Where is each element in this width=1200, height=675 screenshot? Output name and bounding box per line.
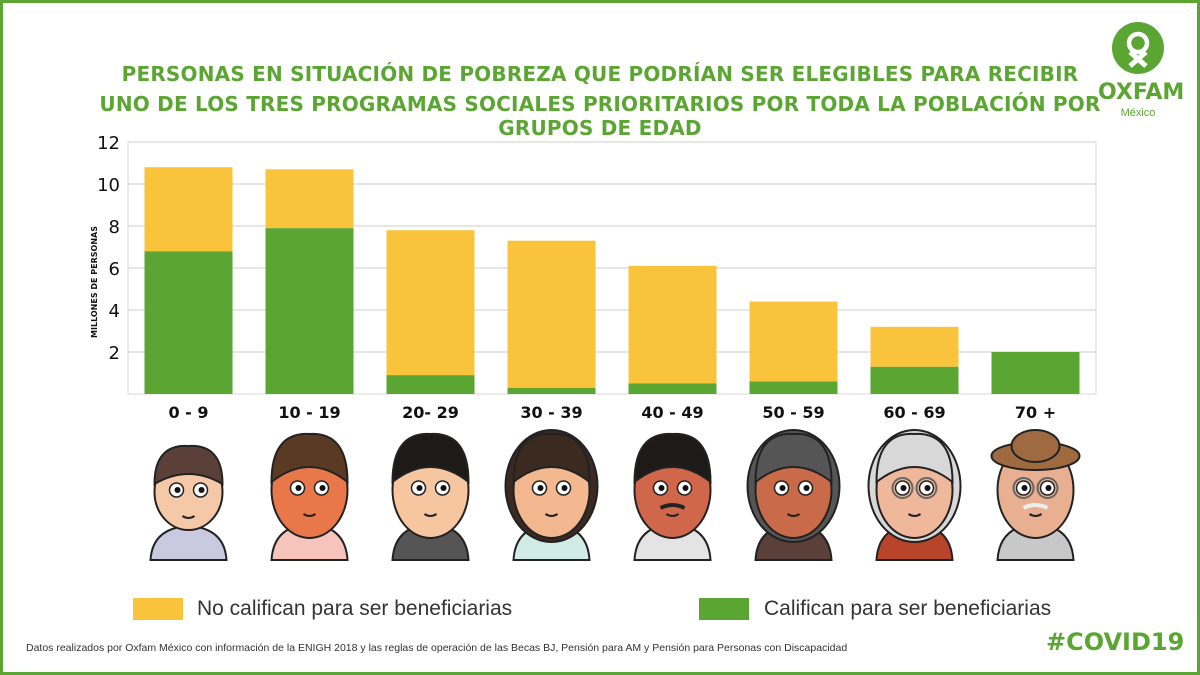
x-tick-label: 20- 29: [402, 403, 459, 422]
y-tick-label: 8: [109, 217, 120, 238]
x-tick-label: 0 - 9: [168, 403, 208, 422]
footnote: Datos realizados por Oxfam México con in…: [26, 642, 848, 654]
y-tick-label: 4: [109, 301, 120, 322]
child-face-icon: [149, 444, 228, 561]
bar-not-qualify: [870, 326, 959, 367]
x-tick-label: 40 - 49: [641, 403, 703, 422]
y-tick-label: 6: [109, 259, 120, 280]
elderly-woman-face-icon: [867, 429, 962, 561]
legend-swatch-qualify: [699, 598, 749, 620]
elderly-man-hat-face-icon: [990, 429, 1081, 561]
oxfam-logo: OXFAM México: [1098, 22, 1185, 119]
teen-face-icon: [270, 432, 349, 561]
oxfam-logo-icon: [1112, 22, 1164, 74]
y-tick-label: 2: [109, 343, 120, 364]
y-tick-label: 12: [97, 133, 120, 154]
legend-label-not-qualify: No califican para ser beneficiarias: [197, 597, 513, 620]
legend-label-qualify: Califican para ser beneficiarias: [764, 597, 1052, 620]
bar-qualify: [507, 387, 596, 394]
bar-qualify: [386, 375, 475, 394]
x-tick-label: 30 - 39: [520, 403, 582, 422]
bar-not-qualify: [386, 230, 475, 376]
mustache-man-face-icon: [633, 432, 712, 561]
logo-subtitle: México: [1120, 107, 1156, 119]
x-tick-label: 10 - 19: [278, 403, 340, 422]
hashtag: #COVID19: [1046, 628, 1185, 656]
bar-qualify: [991, 352, 1080, 394]
bar-qualify: [144, 251, 233, 394]
bar-not-qualify: [749, 301, 838, 382]
x-tick-label: 50 - 59: [762, 403, 824, 422]
y-axis-label: MILLONES DE PERSONAS: [90, 226, 99, 338]
logo-wordmark: OXFAM: [1098, 80, 1185, 105]
bar-qualify: [265, 228, 354, 394]
bar-not-qualify: [265, 169, 354, 229]
bar-not-qualify: [507, 240, 596, 388]
y-tick-label: 10: [97, 175, 120, 196]
chart-title-line-1: PERSONAS EN SITUACIÓN DE POBREZA QUE POD…: [121, 62, 1079, 86]
bar-qualify: [870, 366, 959, 394]
bar-not-qualify: [628, 265, 717, 384]
woman-face-icon: [504, 429, 599, 561]
young-man-face-icon: [391, 432, 470, 561]
bar-chart: 2 4 6 8 10 12 MILLONES DE PERSONAS 0 - 9 10 - 19…: [90, 133, 1097, 561]
x-tick-label: 70 +: [1015, 403, 1056, 422]
chart-title-line-2: UNO DE LOS TRES PROGRAMAS SOCIALES PRIOR…: [99, 92, 1101, 140]
bar-qualify: [628, 383, 717, 394]
bar-qualify: [749, 381, 838, 394]
bar-not-qualify: [144, 167, 233, 252]
veiled-woman-face-icon: [746, 429, 841, 561]
legend-swatch-not-qualify: [133, 598, 183, 620]
x-tick-label: 60 - 69: [883, 403, 945, 422]
